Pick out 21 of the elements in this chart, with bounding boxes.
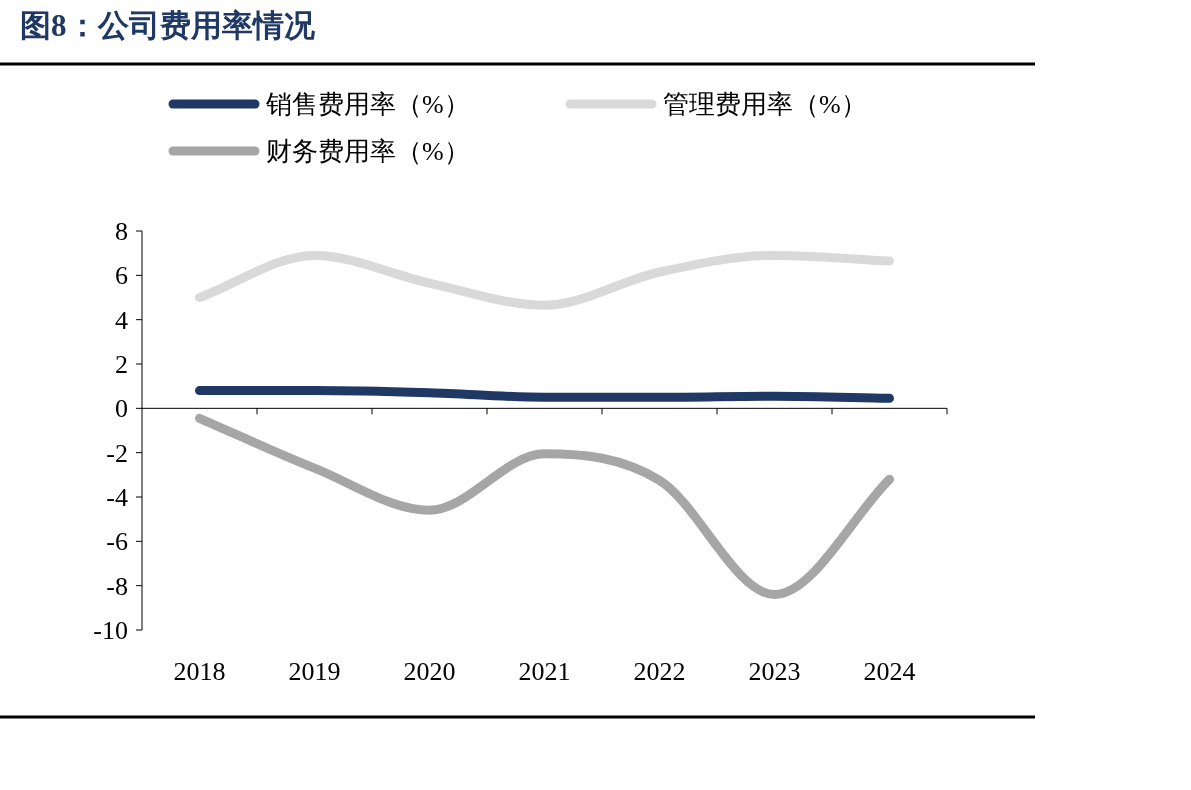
legend-label: 销售费用率（%） xyxy=(265,90,470,119)
x-tick-label: 2019 xyxy=(288,657,341,686)
y-tick-label: -10 xyxy=(93,616,128,645)
y-tick-label: -8 xyxy=(106,571,128,601)
y-tick-label: 8 xyxy=(115,217,128,246)
y-tick-label: 6 xyxy=(115,261,128,291)
chart-title: 图8：公司费用率情况 xyxy=(20,8,316,43)
x-tick-label: 2020 xyxy=(403,657,456,686)
x-tick-label: 2023 xyxy=(748,657,801,686)
x-tick-label: 2018 xyxy=(173,657,226,686)
y-tick-label: 0 xyxy=(115,394,128,424)
y-tick-label: 2 xyxy=(115,350,128,379)
x-tick-label: 2022 xyxy=(633,657,686,686)
x-tick-label: 2021 xyxy=(518,657,571,686)
legend-label: 财务费用率（%） xyxy=(266,137,470,166)
y-tick-label: -4 xyxy=(106,483,128,512)
legend-label: 管理费用率（%） xyxy=(663,90,867,119)
y-tick-label: 4 xyxy=(115,305,128,335)
x-tick-label: 2024 xyxy=(863,657,916,686)
y-tick-label: -6 xyxy=(106,527,128,557)
y-tick-label: -2 xyxy=(106,438,128,468)
